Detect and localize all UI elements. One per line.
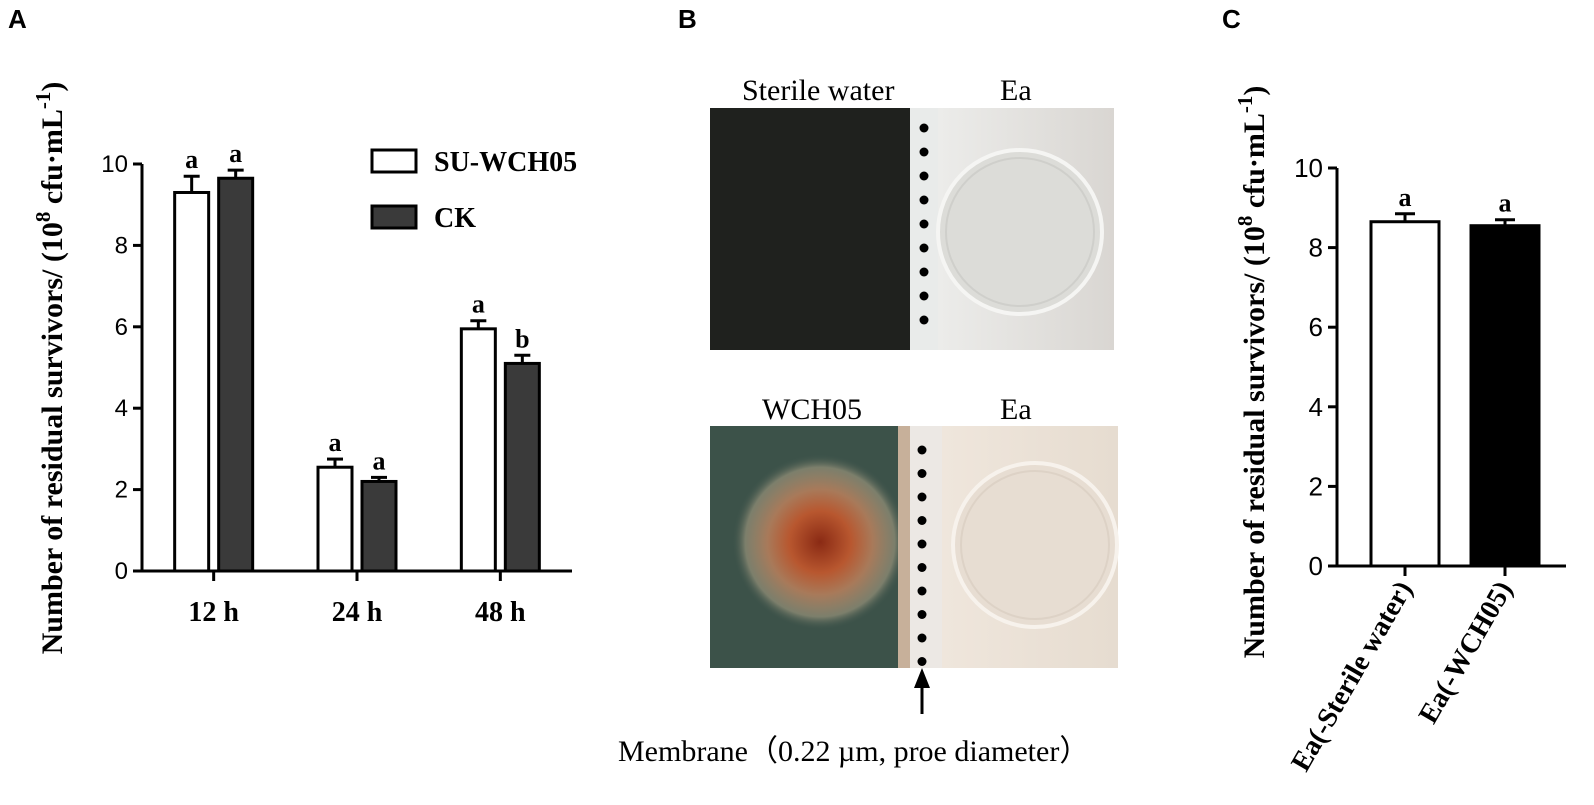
membrane-dot bbox=[919, 219, 929, 229]
significance-letter: a bbox=[1399, 183, 1412, 212]
y-tick-label: 8 bbox=[115, 232, 128, 259]
y-tick-label: 0 bbox=[1309, 551, 1323, 581]
legend-label: SU-WCH05 bbox=[434, 147, 577, 178]
membrane-dot bbox=[917, 516, 927, 525]
significance-letter: a bbox=[472, 290, 485, 319]
y-tick-label: 6 bbox=[1309, 312, 1323, 342]
significance-letter: a bbox=[329, 428, 342, 457]
y-tick-label: 0 bbox=[115, 558, 128, 585]
membrane-arrow-icon bbox=[914, 668, 930, 714]
bar bbox=[360, 479, 398, 573]
significance-letter: a bbox=[229, 139, 242, 168]
significance-letter: a bbox=[1499, 189, 1512, 218]
significance-letter: a bbox=[373, 446, 386, 475]
membrane-dot bbox=[919, 315, 929, 325]
membrane-dot bbox=[917, 539, 927, 549]
membrane-dot bbox=[919, 291, 929, 301]
membrane-dot bbox=[919, 195, 929, 205]
legend-swatch bbox=[370, 148, 418, 174]
membrane-dot bbox=[917, 445, 927, 455]
significance-letter: a bbox=[185, 145, 198, 174]
bar bbox=[316, 465, 354, 573]
membrane-dot bbox=[917, 633, 927, 643]
membrane-dot bbox=[917, 610, 927, 619]
legend-swatch bbox=[370, 204, 418, 230]
legend-label: CK bbox=[434, 203, 476, 234]
membrane-dot bbox=[917, 586, 927, 596]
y-tick-label: 10 bbox=[101, 151, 128, 178]
photo-label-sterile-water: Sterile water bbox=[742, 74, 895, 107]
membrane-label: Membrane（0.22 µm, proe diameter） bbox=[618, 735, 1090, 768]
membrane-dot bbox=[917, 492, 927, 502]
photo-bottom bbox=[710, 426, 1119, 668]
y-tick-label: 2 bbox=[1309, 471, 1323, 501]
y-tick-label: 4 bbox=[1309, 392, 1323, 422]
y-axis-label: Number of residual survivors/ (108 cfu·m… bbox=[1233, 86, 1271, 659]
photo-label-ea-top: Ea bbox=[1000, 74, 1032, 107]
y-tick-label: 8 bbox=[1309, 233, 1323, 263]
y-axis-label: Number of residual survivors/ (108 cfu·m… bbox=[31, 82, 69, 655]
x-tick-label: 24 h bbox=[332, 597, 383, 628]
y-tick-label: 6 bbox=[115, 314, 128, 341]
membrane-dot bbox=[919, 243, 929, 253]
membrane-dots bbox=[917, 123, 929, 666]
x-tick-label: Ea(-WCH05) bbox=[1413, 576, 1519, 729]
membrane-dot bbox=[919, 147, 929, 157]
bar bbox=[1469, 224, 1541, 568]
y-tick-label: 4 bbox=[115, 395, 128, 422]
membrane-dot bbox=[919, 123, 929, 133]
bar bbox=[173, 190, 211, 573]
panel-letter-a: A bbox=[8, 4, 27, 34]
membrane-dot bbox=[917, 563, 927, 572]
y-tick-label: 2 bbox=[115, 477, 128, 504]
bar bbox=[503, 361, 541, 573]
x-tick-label: Ea(-Sterile water) bbox=[1285, 576, 1419, 777]
significance-letter: b bbox=[515, 324, 529, 353]
bar bbox=[459, 327, 497, 573]
membrane-dot bbox=[919, 171, 929, 181]
bar bbox=[217, 176, 255, 573]
panel-letter-c: C bbox=[1222, 4, 1241, 34]
chart-a: 0 2 4 6 8 10 12 h a a 24 h a a 48 h a b SU-WCH05 CK Numbe… bbox=[31, 82, 577, 655]
photo-top bbox=[710, 108, 1114, 350]
membrane-dot bbox=[917, 657, 927, 666]
bar bbox=[1369, 220, 1441, 568]
photo-label-ea-bottom: Ea bbox=[1000, 393, 1032, 426]
panel-letter-b: B bbox=[678, 4, 697, 34]
membrane-dot bbox=[919, 267, 929, 277]
membrane-dot bbox=[917, 469, 927, 478]
chart-c: 0 2 4 6 8 10 a Ea(-Sterile water) a Ea(-WCH05) Num… bbox=[1233, 86, 1566, 777]
y-tick-label: 10 bbox=[1294, 153, 1323, 183]
x-tick-label: 48 h bbox=[475, 597, 526, 628]
x-tick-label: 12 h bbox=[188, 597, 239, 628]
photo-label-wch05: WCH05 bbox=[762, 393, 862, 426]
